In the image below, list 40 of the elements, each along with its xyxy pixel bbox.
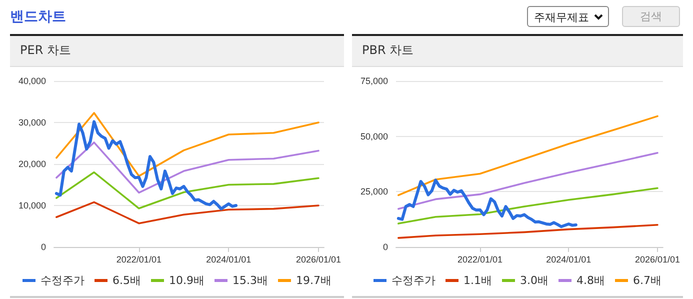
- line-series: [398, 187, 658, 224]
- line-series: [398, 115, 658, 196]
- y-tick-label: 25,000: [360, 186, 388, 197]
- x-tick-label: 2026/01/01: [296, 254, 341, 264]
- chart-title: PBR 차트: [352, 34, 683, 67]
- x-tick-label: 2022/01/01: [457, 254, 502, 264]
- x-tick-label: 2024/01/01: [206, 254, 252, 264]
- line-series: [56, 142, 320, 194]
- search-button: 검색: [622, 6, 680, 27]
- y-tick-label: 50,000: [360, 131, 388, 142]
- legend-label: 4.8배: [576, 274, 605, 287]
- dropdown-field: 주재무제표: [527, 6, 609, 27]
- y-tick-label: 10,000: [18, 200, 46, 210]
- line-series: [56, 201, 320, 224]
- line-series: [56, 112, 320, 177]
- legend-label: 6.7배: [632, 274, 662, 287]
- x-tick-label: 2022/01/01: [116, 254, 162, 264]
- legend-label: 수정주가: [40, 274, 85, 287]
- line-series: [398, 152, 658, 210]
- legend-label: 1.1배: [464, 274, 492, 287]
- legend-label: 15.3배: [232, 274, 268, 287]
- legend-label: 19.7배: [296, 274, 332, 287]
- y-tick-label: 20,000: [18, 159, 46, 169]
- y-tick-label: 30,000: [18, 118, 46, 128]
- legend-label: 10.9배: [169, 274, 205, 287]
- line-series: [396, 178, 578, 228]
- legend-label: 6.5배: [112, 274, 142, 287]
- legend-label: 3.0배: [520, 274, 549, 287]
- y-tick-label: 0: [40, 242, 46, 252]
- line-series: [398, 224, 658, 239]
- text: 밴드차트: [10, 8, 66, 26]
- x-tick-label: 2024/01/01: [546, 254, 592, 264]
- chart-title: PER 차트: [10, 34, 344, 67]
- line-series: [56, 171, 320, 210]
- y-tick-label: 75,000: [360, 76, 388, 86]
- y-tick-label: 0: [382, 242, 388, 252]
- y-tick-label: 40,000: [18, 76, 46, 86]
- legend-label: 수정주가: [392, 274, 436, 287]
- line-series: [54, 120, 238, 210]
- x-tick-label: 2026/01/01: [634, 254, 680, 264]
